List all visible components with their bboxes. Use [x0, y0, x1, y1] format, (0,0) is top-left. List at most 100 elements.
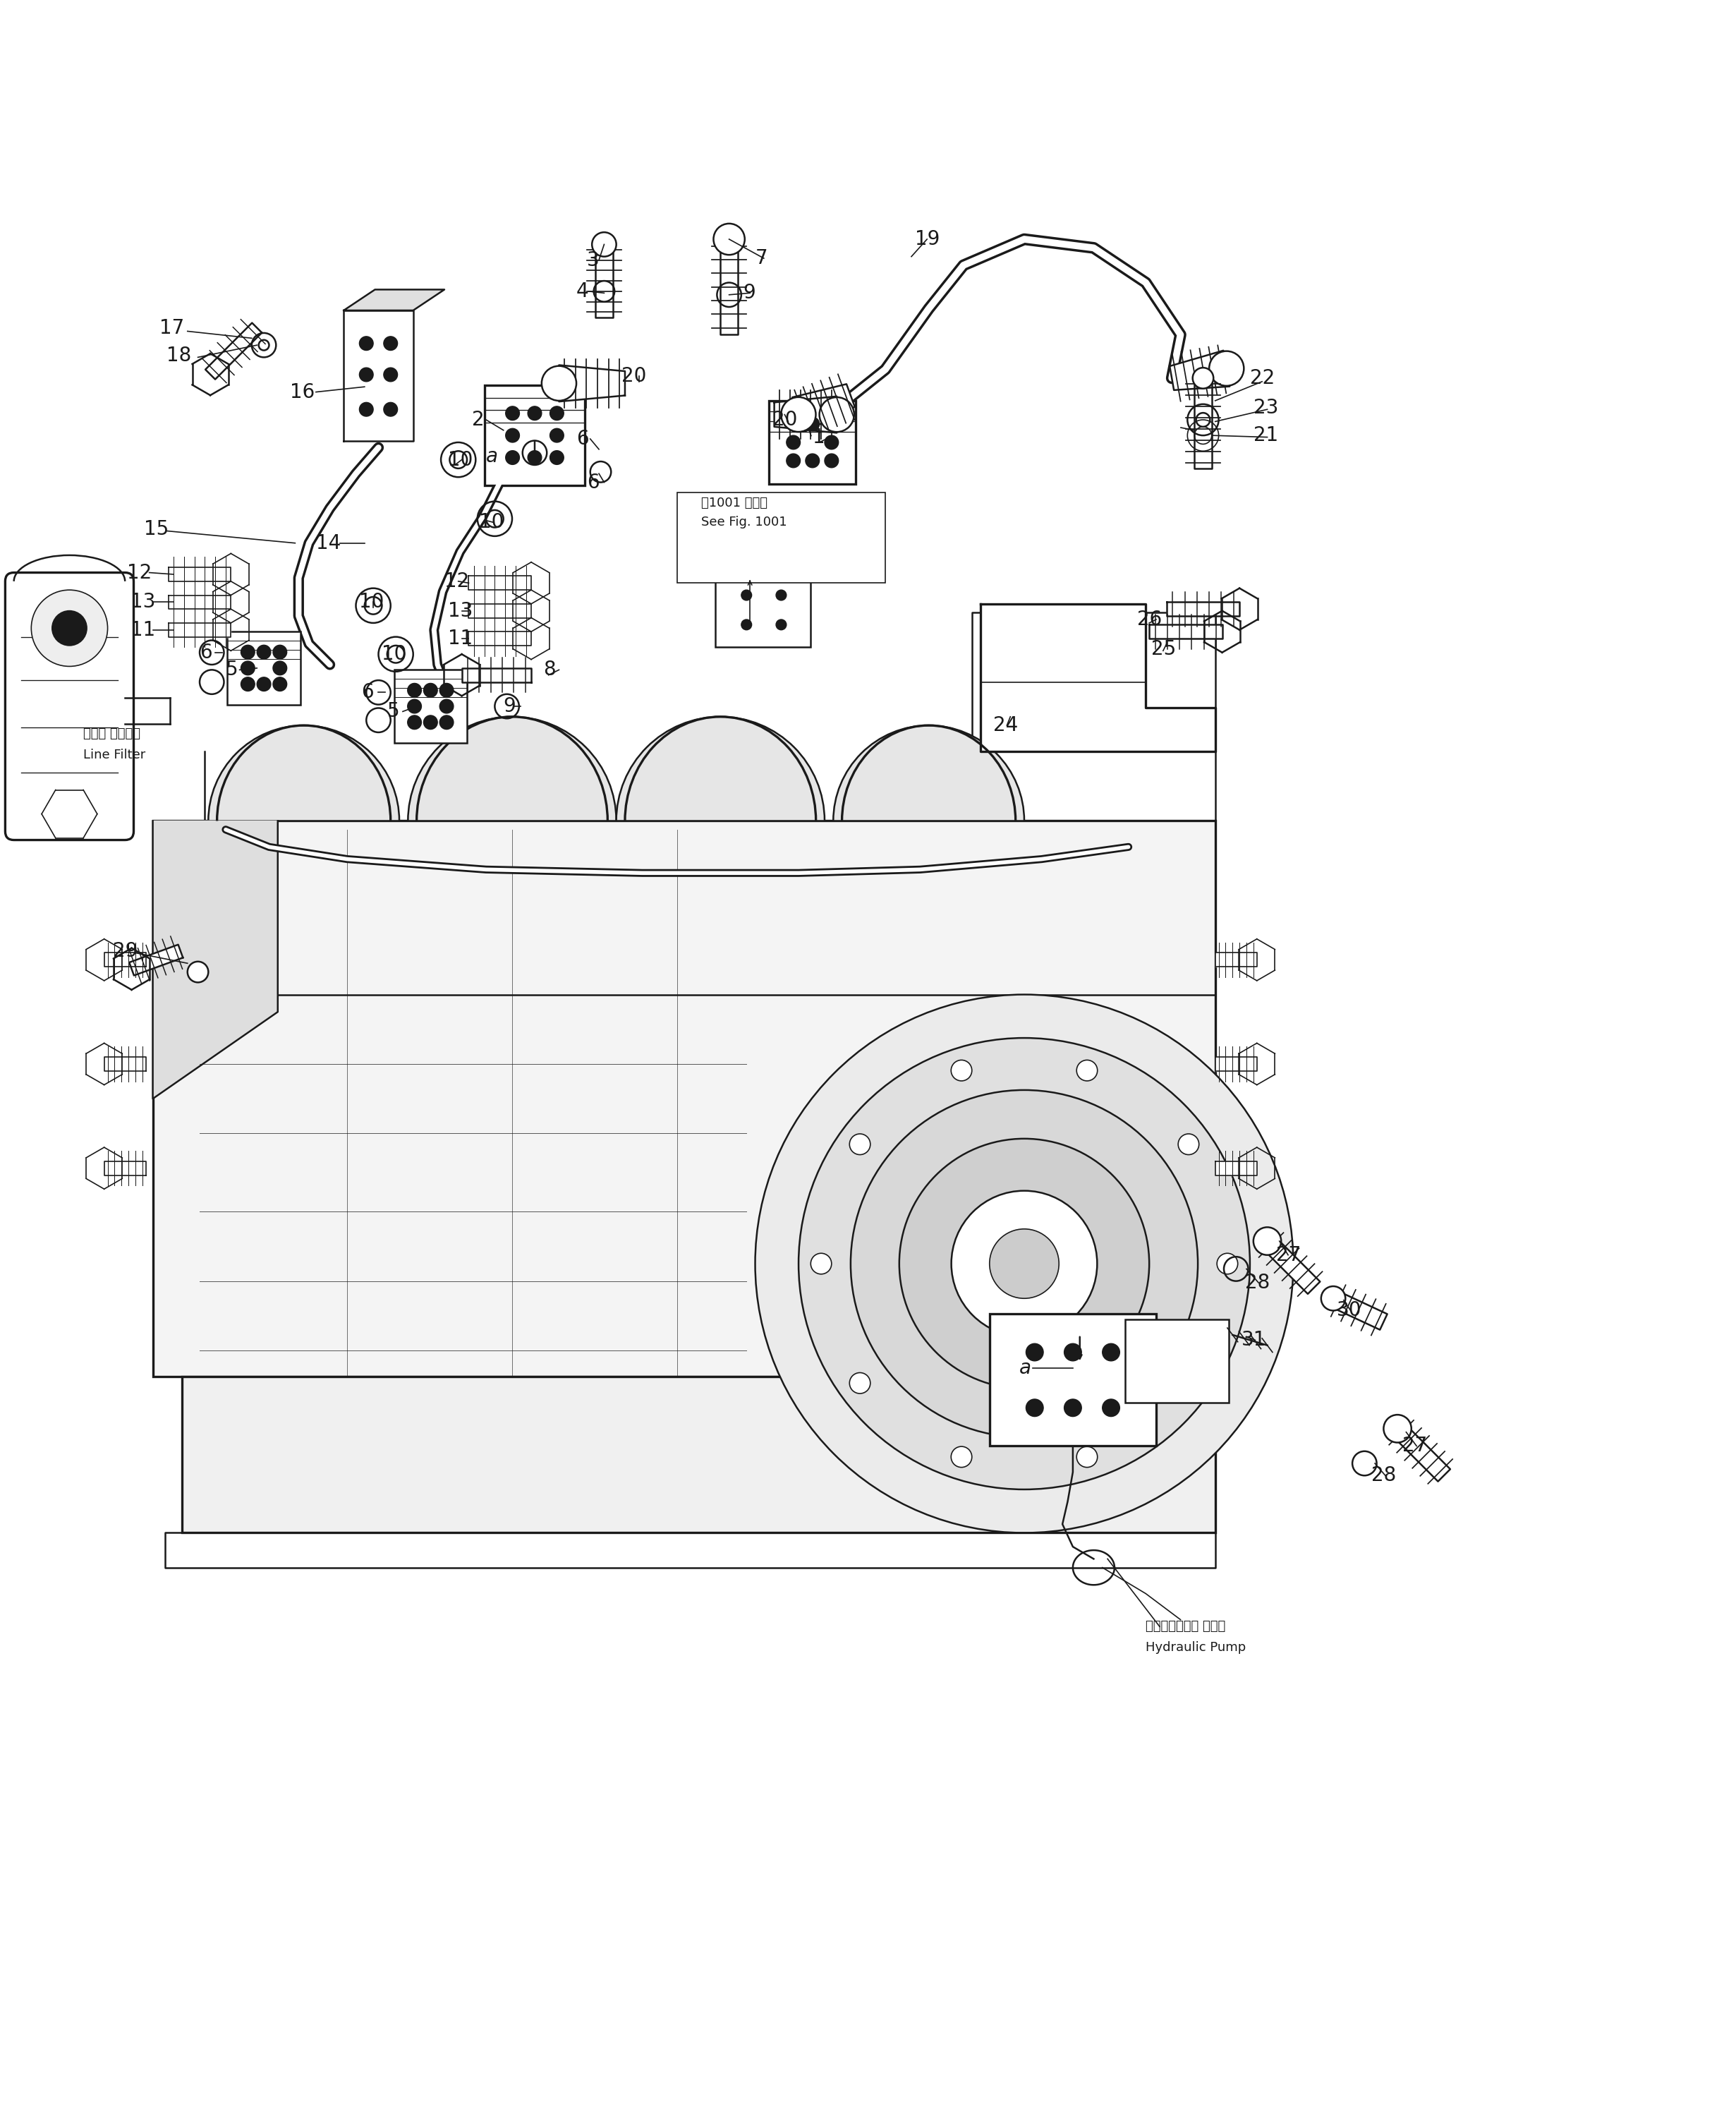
Text: 27: 27	[1276, 1245, 1300, 1264]
Text: 27: 27	[1403, 1436, 1427, 1456]
Circle shape	[713, 223, 745, 255]
Text: 28: 28	[1371, 1466, 1396, 1485]
Text: 17: 17	[160, 317, 184, 338]
Wedge shape	[616, 717, 825, 821]
Polygon shape	[205, 323, 262, 379]
Polygon shape	[1391, 1422, 1450, 1481]
Text: a: a	[486, 447, 498, 466]
Circle shape	[592, 232, 616, 257]
Circle shape	[1102, 1398, 1120, 1417]
Circle shape	[1076, 1060, 1097, 1081]
Text: 10: 10	[382, 645, 406, 664]
Circle shape	[806, 417, 819, 432]
Text: 6: 6	[361, 683, 373, 702]
Circle shape	[786, 436, 800, 449]
Circle shape	[384, 336, 398, 351]
Circle shape	[424, 715, 437, 730]
Text: 26: 26	[1137, 609, 1161, 630]
Circle shape	[273, 677, 286, 692]
Polygon shape	[1215, 953, 1257, 966]
Text: 19: 19	[915, 230, 939, 249]
Circle shape	[273, 662, 286, 675]
Text: 14: 14	[316, 534, 340, 553]
Circle shape	[1384, 1415, 1411, 1443]
Circle shape	[1217, 1253, 1238, 1275]
Polygon shape	[1167, 602, 1240, 615]
Circle shape	[806, 453, 819, 468]
Circle shape	[550, 428, 564, 443]
Text: 5: 5	[387, 702, 399, 721]
Circle shape	[1064, 1343, 1082, 1362]
Circle shape	[241, 677, 255, 692]
Text: 25: 25	[1151, 638, 1175, 660]
Circle shape	[359, 336, 373, 351]
Circle shape	[528, 451, 542, 464]
Wedge shape	[833, 726, 1024, 821]
Text: 6: 6	[576, 430, 589, 449]
Text: 21: 21	[1253, 426, 1278, 445]
Text: 10: 10	[448, 449, 472, 470]
Text: 8: 8	[543, 660, 556, 679]
Text: 9: 9	[503, 696, 516, 717]
Polygon shape	[1170, 351, 1229, 389]
Text: ハイドロリック ポンプ: ハイドロリック ポンプ	[1146, 1619, 1226, 1632]
Polygon shape	[104, 1058, 146, 1070]
Circle shape	[439, 683, 453, 698]
Circle shape	[849, 1134, 870, 1156]
Text: 24: 24	[993, 715, 1017, 736]
Circle shape	[825, 453, 838, 468]
Circle shape	[951, 1060, 972, 1081]
FancyBboxPatch shape	[5, 572, 134, 841]
Text: 10: 10	[359, 592, 384, 613]
Circle shape	[849, 1373, 870, 1394]
Polygon shape	[168, 624, 231, 636]
Circle shape	[811, 1253, 832, 1275]
Circle shape	[1026, 1343, 1043, 1362]
Text: See Fig. 1001: See Fig. 1001	[701, 515, 786, 528]
Polygon shape	[128, 945, 182, 975]
Text: 23: 23	[1253, 398, 1278, 417]
Circle shape	[819, 398, 854, 432]
Text: 3: 3	[587, 251, 599, 270]
Circle shape	[31, 589, 108, 666]
Polygon shape	[344, 311, 413, 440]
Text: 16: 16	[290, 383, 314, 402]
Text: 第1001 図参照: 第1001 図参照	[701, 496, 767, 509]
Circle shape	[439, 700, 453, 713]
Circle shape	[439, 715, 453, 730]
Polygon shape	[168, 596, 231, 609]
Text: 15: 15	[144, 519, 168, 538]
Circle shape	[528, 406, 542, 419]
FancyBboxPatch shape	[394, 670, 467, 743]
Circle shape	[359, 402, 373, 417]
Circle shape	[505, 428, 519, 443]
Circle shape	[52, 611, 87, 645]
Text: 22: 22	[1250, 368, 1274, 387]
Text: 29: 29	[113, 941, 137, 962]
Polygon shape	[469, 577, 531, 589]
Circle shape	[781, 398, 816, 432]
Circle shape	[550, 406, 564, 419]
Polygon shape	[595, 245, 613, 317]
Circle shape	[786, 417, 800, 432]
Circle shape	[825, 436, 838, 449]
Circle shape	[990, 1230, 1059, 1298]
Circle shape	[851, 1090, 1198, 1436]
Bar	[182, 1377, 1215, 1532]
Circle shape	[799, 1038, 1250, 1490]
Polygon shape	[469, 604, 531, 617]
Bar	[677, 494, 885, 583]
Circle shape	[408, 715, 422, 730]
Text: 11: 11	[448, 628, 472, 649]
Bar	[1125, 1319, 1229, 1402]
Text: 5: 5	[226, 660, 238, 679]
Polygon shape	[168, 568, 231, 581]
Polygon shape	[1260, 1234, 1319, 1294]
Circle shape	[505, 406, 519, 419]
Circle shape	[408, 700, 422, 713]
Text: 13: 13	[448, 600, 472, 621]
Circle shape	[257, 677, 271, 692]
FancyBboxPatch shape	[484, 385, 585, 485]
Circle shape	[505, 451, 519, 464]
Polygon shape	[1194, 379, 1212, 468]
